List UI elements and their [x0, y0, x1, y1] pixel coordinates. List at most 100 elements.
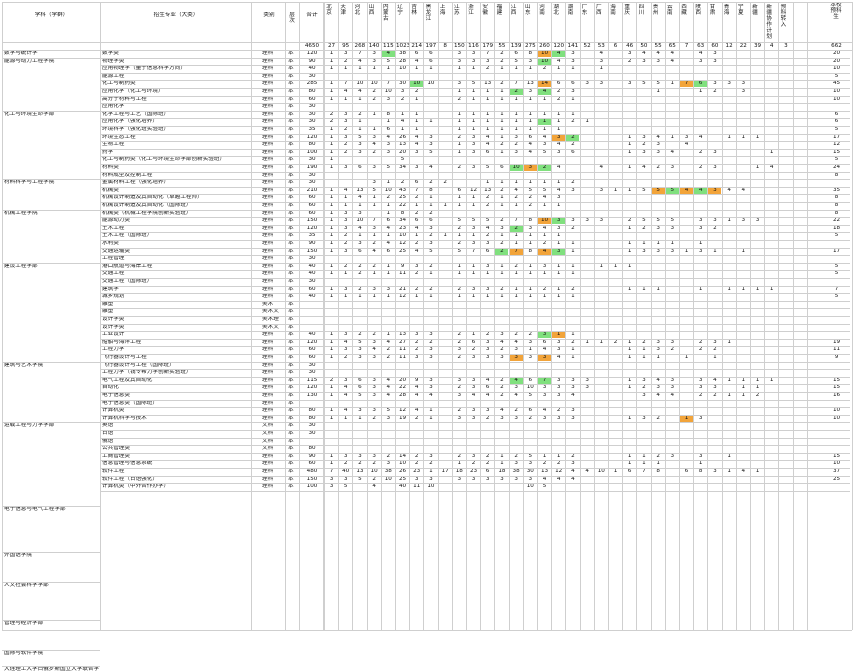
totals-cell: 50 [640, 43, 648, 49]
value-cell: 1 [457, 293, 462, 300]
value-cell: 4 [741, 468, 746, 474]
value-cell: 4 [542, 224, 547, 231]
value-cell: 3 [542, 384, 547, 391]
value-cell: 4 [713, 376, 717, 383]
value-cell: 1 [386, 65, 391, 72]
value-cell: 1 [627, 141, 632, 148]
value-cell: 5 [542, 148, 547, 155]
value-cell: 1 [457, 88, 462, 94]
value-cell: 3 [429, 452, 433, 459]
value-cell: 11 [832, 346, 841, 353]
value-cell: 2 [372, 88, 376, 94]
value-cell: 1 [329, 414, 334, 421]
value-cell: 4 [372, 346, 376, 353]
value-cell: 6 [571, 80, 575, 87]
value-cell: 4 [769, 164, 774, 170]
grid-line [551, 2, 553, 630]
totals-cell: 268 [354, 43, 366, 49]
value-cell: 3 [485, 240, 490, 246]
grid-line [324, 2, 325, 630]
value-cell: 1 [471, 202, 476, 208]
value-cell: 3 [528, 475, 533, 482]
header-province: 陕西 [695, 4, 701, 16]
value-cell: 7 [834, 285, 839, 292]
value-cell: 11 [398, 346, 407, 353]
value-cell: 1 [755, 164, 760, 170]
major-name: 船舶与海洋工程 [102, 338, 142, 345]
value-cell: 1 [514, 118, 518, 125]
value-cell: 1 [457, 118, 462, 125]
value-cell: 3 [429, 354, 433, 360]
level-cell: 本 [288, 133, 294, 140]
category-cell: 理科 [262, 88, 274, 94]
value-cell: 4 [656, 376, 660, 383]
value-cell: 4 [528, 148, 533, 155]
value-cell: 1 [528, 179, 533, 186]
value-cell: 1 [329, 232, 334, 239]
major-name: 软件工程（日语强化） [102, 475, 158, 482]
value-cell: 1 [500, 202, 504, 208]
value-cell: 5 [834, 262, 839, 269]
value-cell: 5 [358, 338, 362, 345]
grid-line [100, 361, 850, 363]
grid-line [100, 407, 850, 409]
category-cell: 理科 [262, 72, 274, 79]
value-cell: 1 [329, 452, 334, 459]
grid-line [100, 399, 850, 401]
value-cell: 1 [329, 407, 334, 414]
value-cell: 4 [741, 186, 746, 193]
grid-line [100, 194, 850, 196]
value-cell: 38 [384, 468, 392, 474]
value-cell: 1 [429, 270, 433, 277]
group-name: 运载工程与力学学部 [4, 422, 55, 429]
value-cell: 1 [429, 202, 433, 208]
value-cell: 3 [642, 247, 646, 254]
value-cell: 1 [514, 110, 518, 117]
value-cell: 3 [656, 384, 660, 391]
value-cell: 12 [832, 141, 841, 148]
value-cell: 2 [542, 460, 547, 467]
value-cell: 25 [398, 194, 407, 201]
value-cell: 4 [599, 164, 604, 170]
value-cell: 4 [556, 475, 561, 482]
value-cell: 2 [642, 224, 646, 231]
value-cell: 1 [471, 232, 476, 239]
value-cell: 3 [485, 285, 490, 292]
value-cell: 11 [398, 270, 407, 277]
value-cell: 4 [485, 141, 490, 148]
value-cell: 8 [834, 202, 839, 208]
value-cell: 6 [485, 468, 490, 474]
value-cell: 4 [542, 407, 547, 414]
value-cell: 2 [414, 346, 419, 353]
total-cell: 30 [308, 156, 316, 163]
totals-cell: 275 [524, 43, 536, 49]
value-cell: 1 [642, 452, 646, 459]
value-cell: 1 [500, 65, 504, 72]
value-cell: 2 [414, 414, 419, 421]
value-cell: 7 [329, 468, 334, 474]
value-cell: 2 [571, 179, 575, 186]
total-cell: 285 [306, 80, 318, 87]
value-cell: 3 [386, 285, 391, 292]
major-name: 药学 [102, 148, 114, 155]
value-cell: 3 [429, 346, 433, 353]
value-cell: 3 [500, 354, 504, 360]
value-cell: 6 [429, 50, 433, 56]
value-cell: 2 [400, 95, 405, 102]
grid-line [2, 620, 100, 621]
value-cell: 1 [329, 202, 334, 208]
value-cell: 3 [343, 164, 348, 170]
total-cell: 60 [308, 354, 316, 360]
value-cell: 4 [684, 141, 689, 148]
level-cell: 本 [288, 399, 294, 406]
value-cell: 1 [528, 126, 533, 132]
value-cell: 6 [627, 468, 632, 474]
value-cell: 2 [500, 57, 504, 64]
grid-line [852, 2, 853, 630]
grid-line [100, 72, 850, 74]
value-cell: 5 [642, 217, 646, 224]
value-cell: 2 [571, 118, 575, 125]
value-cell: 10 [538, 217, 551, 225]
value-cell: 2 [698, 346, 703, 353]
value-cell: 1 [457, 202, 462, 208]
